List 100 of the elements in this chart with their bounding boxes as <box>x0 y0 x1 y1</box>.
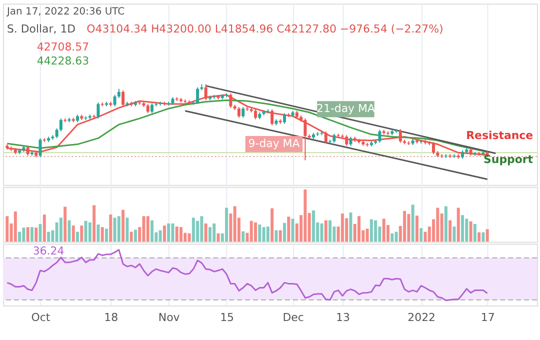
bar <box>84 220 88 242</box>
bar <box>113 218 116 242</box>
annotation: 21-day MA <box>316 102 376 116</box>
candlestick <box>146 104 150 114</box>
bar <box>436 208 440 242</box>
bar <box>200 216 204 242</box>
bar <box>122 210 125 242</box>
x-tick-label: Dec <box>282 310 304 324</box>
bar <box>461 215 464 242</box>
bar <box>349 212 352 242</box>
candlestick <box>254 108 258 120</box>
x-tick-label: Nov <box>158 310 180 324</box>
candlestick <box>117 88 120 98</box>
bar <box>18 232 22 242</box>
bar <box>233 206 236 242</box>
bar <box>420 228 423 242</box>
candlestick <box>196 86 200 105</box>
bar <box>456 208 460 242</box>
bar <box>22 228 26 242</box>
candlestick <box>345 134 348 146</box>
bar <box>6 216 9 242</box>
bar <box>64 206 67 242</box>
bar <box>104 228 108 242</box>
bar <box>204 223 208 242</box>
bar <box>312 210 315 242</box>
bar <box>274 230 278 242</box>
bar <box>162 226 166 242</box>
text: S. Dollar, 1D <box>6 22 76 36</box>
bar <box>134 230 137 242</box>
bar <box>192 218 195 242</box>
x-tick-label: 17 <box>480 310 495 324</box>
bar <box>130 232 133 242</box>
bar <box>34 228 38 242</box>
bar <box>411 204 414 242</box>
bar <box>270 208 274 242</box>
bar <box>109 214 112 242</box>
x-tick-label: 2022 <box>408 310 436 324</box>
candlestick <box>332 133 336 144</box>
text: O43104.34 H43200.00 L41854.96 C42127.80 −976.54 (−2.27%) <box>86 22 444 36</box>
candlestick <box>282 112 286 124</box>
bar <box>88 222 92 242</box>
candlestick <box>270 108 274 126</box>
bar <box>30 227 34 242</box>
candlestick <box>398 128 402 144</box>
bar <box>374 220 378 242</box>
bar <box>72 226 75 242</box>
bar <box>254 222 258 242</box>
series-label: 36.24 <box>32 244 64 258</box>
bar <box>142 216 146 242</box>
bar <box>14 211 17 242</box>
candlestick <box>55 128 58 139</box>
bar <box>452 226 456 242</box>
bar <box>167 223 170 242</box>
bar <box>407 214 410 242</box>
bar <box>403 210 406 242</box>
bar <box>366 228 369 242</box>
bar <box>175 226 178 242</box>
candlestick <box>349 136 352 146</box>
x-tick-label: Oct <box>31 310 51 324</box>
candlestick <box>378 129 382 144</box>
bar <box>96 224 100 242</box>
bar <box>146 216 150 242</box>
candlestick <box>96 102 100 119</box>
bar <box>282 222 286 242</box>
bar <box>76 232 79 242</box>
bar <box>358 216 360 242</box>
bar <box>328 220 332 242</box>
text: 44228.63 <box>36 54 90 68</box>
candlestick <box>242 106 245 118</box>
bar <box>212 223 216 242</box>
annotation: Resistance <box>466 129 534 142</box>
bar <box>291 218 294 242</box>
bar <box>68 220 71 242</box>
bar <box>340 214 344 242</box>
bar <box>482 232 485 242</box>
bar <box>59 218 62 242</box>
candlestick <box>59 118 62 132</box>
bar <box>158 230 162 242</box>
bar <box>26 227 30 242</box>
candlestick <box>113 94 116 107</box>
x-tick-label: 13 <box>336 310 350 324</box>
bar <box>382 218 386 242</box>
bar <box>262 227 266 242</box>
bar <box>92 205 96 242</box>
bar <box>171 223 174 242</box>
bar <box>80 226 84 242</box>
candlestick <box>324 130 328 144</box>
bar <box>225 208 228 242</box>
candlestick <box>237 106 240 118</box>
bar <box>473 224 476 242</box>
bar <box>278 230 282 242</box>
bar <box>324 220 328 242</box>
bar <box>304 190 307 242</box>
text: 42708.57 <box>36 40 90 54</box>
bar <box>117 216 120 242</box>
candlestick <box>150 102 154 114</box>
bar <box>47 232 50 242</box>
bar <box>394 232 398 242</box>
x-tick-label: 15 <box>220 310 234 324</box>
bar <box>370 219 373 242</box>
